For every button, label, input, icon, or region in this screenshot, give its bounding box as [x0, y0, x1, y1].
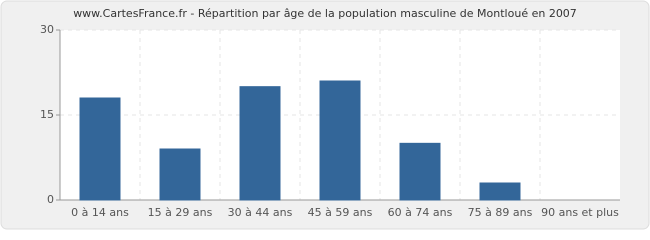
x-tick-label: 75 à 89 ans [468, 206, 533, 219]
x-tick-label: 30 à 44 ans [228, 206, 293, 219]
bar [239, 86, 281, 201]
chart-title: www.CartesFrance.fr - Répartition par âg… [73, 7, 577, 20]
chart: www.CartesFrance.fr - Répartition par âg… [0, 0, 650, 230]
x-tick-label: 15 à 29 ans [148, 206, 213, 219]
bar [399, 142, 441, 201]
y-tick-label: 15 [40, 108, 54, 121]
bar [319, 80, 361, 201]
x-tick-label: 90 ans et plus [541, 206, 619, 219]
x-tick-label: 45 à 59 ans [308, 206, 373, 219]
x-tick-label: 0 à 14 ans [71, 206, 129, 219]
x-tick-label: 60 à 74 ans [388, 206, 453, 219]
bar [159, 148, 201, 201]
bar [79, 97, 121, 201]
y-tick-label: 30 [40, 23, 54, 36]
bar [479, 182, 521, 201]
y-tick-label: 0 [47, 193, 54, 206]
